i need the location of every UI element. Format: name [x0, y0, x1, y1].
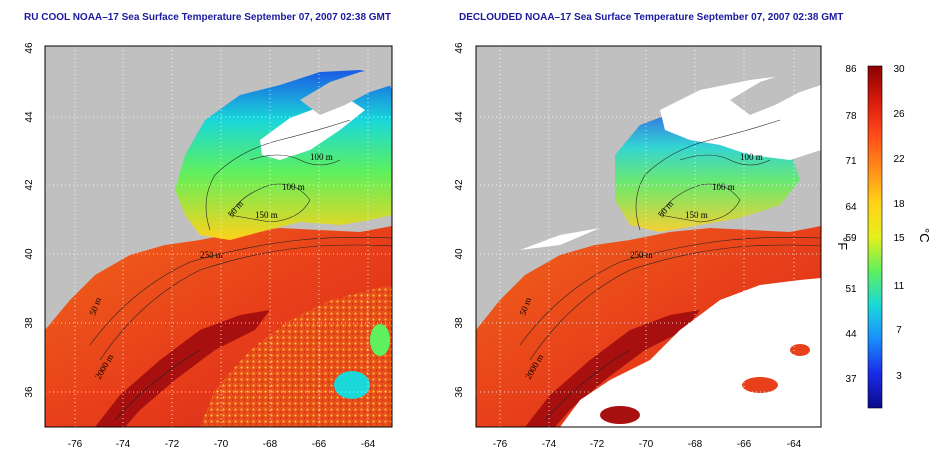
lat-tick-label: 40: [454, 248, 465, 260]
lon-axis-left: -76 -74 -72 -70 -68 -66 -64: [68, 439, 376, 450]
fahrenheit-tick-label: 44: [845, 329, 857, 340]
lat-tick-label: 46: [24, 42, 35, 54]
lon-tick-label: -66: [312, 439, 327, 450]
celsius-tick-label: 26: [893, 109, 905, 120]
lon-tick-label: -66: [737, 439, 752, 450]
gulf-stream-band: [525, 310, 700, 427]
celsius-tick-label: 3: [896, 371, 902, 382]
contour-label: 250 m: [200, 250, 223, 260]
panel-title-right: DECLOUDED NOAA–17 Sea Surface Temperatur…: [459, 12, 844, 23]
lat-tick-label: 36: [454, 386, 465, 398]
map-panel-left: 100 m 100 m 50 m 150 m 250 m 50 m 2000 m: [45, 46, 392, 427]
bathymetry-contours: [89, 119, 392, 421]
lon-tick-label: -72: [590, 439, 605, 450]
celsius-tick-label: 11: [894, 281, 905, 292]
lat-tick-label: 42: [24, 179, 35, 191]
lon-axis-right: -76 -74 -72 -70 -68 -66 -64: [493, 439, 802, 450]
land-nova-scotia: [730, 66, 821, 115]
celsius-tick-label: 18: [893, 199, 905, 210]
fahrenheit-unit-label: °F: [835, 237, 850, 250]
celsius-tick-label: 7: [896, 325, 902, 336]
fahrenheit-tick-label: 78: [845, 111, 857, 122]
lon-tick-label: -68: [688, 439, 703, 450]
fahrenheit-tick-label: 59: [845, 233, 857, 244]
celsius-tick-label: 22: [893, 154, 905, 165]
contour-label: 100 m: [310, 152, 333, 162]
warm-patch: [742, 377, 778, 393]
land-nova-scotia: [300, 66, 392, 115]
map-frame-right: [475, 45, 822, 428]
lon-tick-label: -70: [639, 439, 654, 450]
colorbar: 86 78 71 64 59 51 44 37 30 26 22 18 15 1…: [835, 64, 932, 409]
cool-patch: [370, 324, 390, 356]
lat-tick-label: 36: [24, 386, 35, 398]
lat-axis-right: 46 44 42 40 38 36: [454, 42, 465, 398]
fahrenheit-tick-label: 64: [845, 202, 857, 213]
fahrenheit-tick-label: 71: [845, 156, 857, 167]
fahrenheit-tick-label: 51: [845, 284, 857, 295]
contour-label: 150 m: [685, 210, 708, 220]
bathymetry-contours: [519, 119, 821, 421]
map-panel-right: 100 m 100 m 50 m 150 m 250 m 50 m 2000 m: [476, 46, 821, 427]
lon-tick-label: -70: [214, 439, 229, 450]
lon-tick-label: -76: [68, 439, 83, 450]
celsius-tick-label: 30: [893, 64, 905, 75]
colorbar-fahrenheit-ticks: 86 78 71 64 59 51 44 37: [845, 64, 857, 385]
lat-axis-left: 46 44 42 40 38 36: [24, 42, 35, 398]
lon-tick-label: -68: [263, 439, 278, 450]
cool-patch: [334, 371, 370, 399]
celsius-tick-label: 15: [893, 233, 905, 244]
contour-label: 100 m: [740, 152, 763, 162]
map-frame-left: [44, 45, 393, 428]
fahrenheit-tick-label: 86: [845, 64, 857, 75]
lat-tick-label: 44: [24, 111, 35, 123]
lat-tick-label: 38: [24, 317, 35, 329]
contour-label: 100 m: [282, 182, 305, 192]
lat-tick-label: 46: [454, 42, 465, 54]
lon-tick-label: -64: [361, 439, 376, 450]
lon-tick-label: -64: [787, 439, 802, 450]
lon-tick-label: -74: [116, 439, 131, 450]
lat-tick-label: 44: [454, 111, 465, 123]
cloud-white-region: [260, 100, 365, 160]
lon-tick-label: -74: [542, 439, 557, 450]
celsius-unit-label: °C: [917, 228, 932, 243]
lat-tick-label: 40: [24, 248, 35, 260]
colorbar-celsius-ticks: 30 26 22 18 15 11 7 3: [893, 64, 905, 382]
cloud-mask-region: [520, 228, 600, 250]
lon-tick-label: -76: [493, 439, 508, 450]
warm-patch: [600, 406, 640, 424]
fahrenheit-tick-label: 37: [845, 374, 857, 385]
contour-label: 100 m: [712, 182, 735, 192]
warm-patch: [790, 344, 810, 356]
gulf-stream-band: [95, 310, 270, 427]
lon-tick-label: -72: [165, 439, 180, 450]
graticule: [476, 46, 821, 427]
lat-tick-label: 38: [454, 317, 465, 329]
contour-label: 150 m: [255, 210, 278, 220]
colorbar-gradient: [867, 65, 883, 409]
lat-tick-label: 42: [454, 179, 465, 191]
contour-label: 250 m: [630, 250, 653, 260]
panel-title-left: RU COOL NOAA–17 Sea Surface Temperature …: [24, 12, 391, 23]
